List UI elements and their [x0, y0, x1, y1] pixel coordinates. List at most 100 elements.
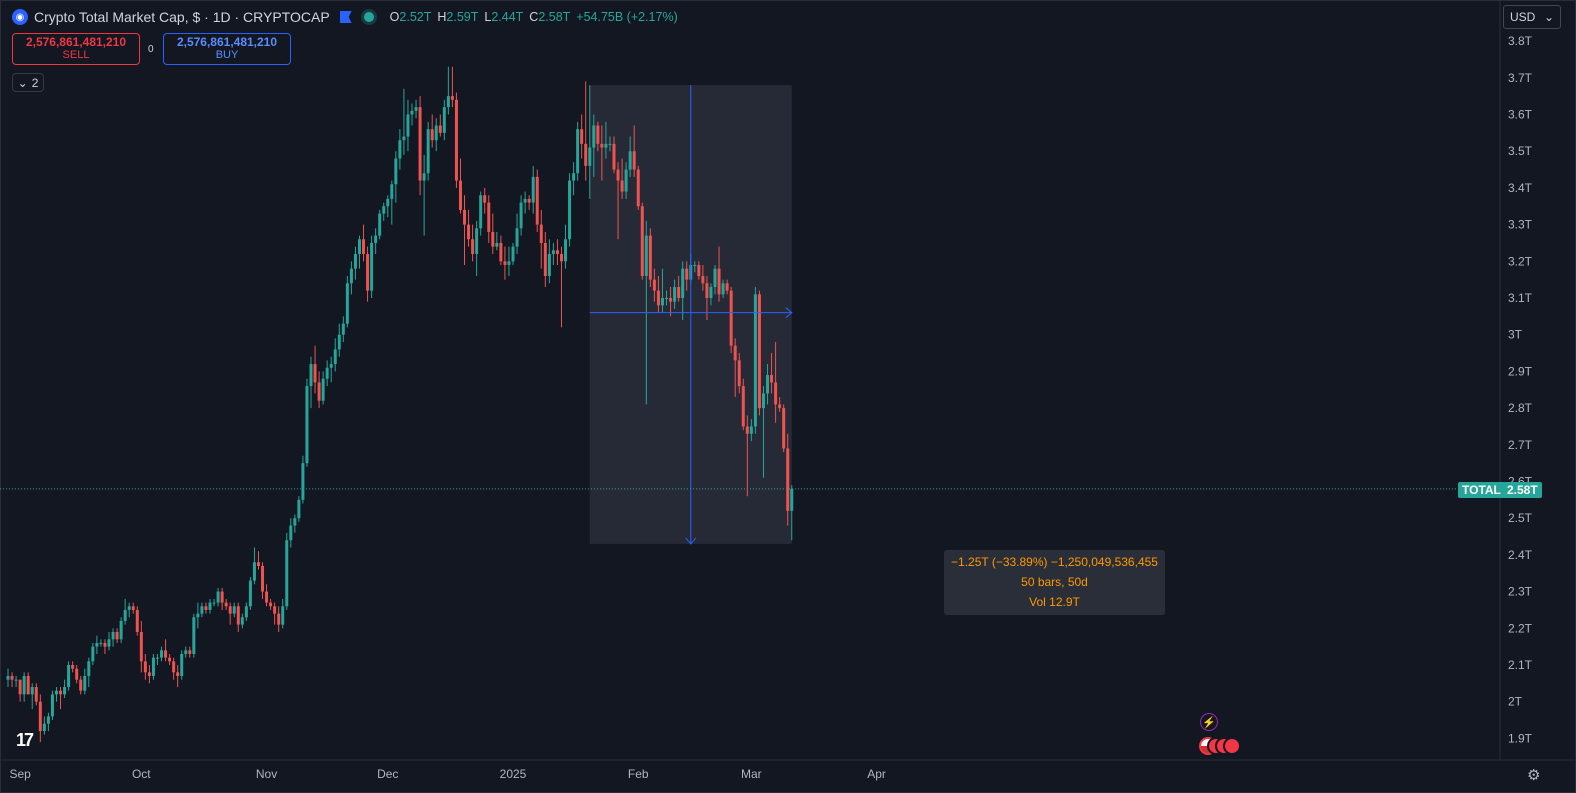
candle-body: [434, 125, 438, 141]
candle-body: [220, 591, 224, 603]
candle-body: [139, 631, 143, 662]
high-value: 2.59T: [446, 10, 479, 24]
candle-body: [26, 676, 30, 695]
price-tick-label: 2.8T: [1508, 401, 1533, 415]
candle-body: [111, 631, 115, 640]
symbol-title[interactable]: Crypto Total Market Cap, $ · 1D · CRYPTO…: [34, 9, 330, 25]
candle-body: [6, 676, 10, 680]
currency-select[interactable]: USD ⌄: [1503, 5, 1561, 29]
price-tick-label: 2.7T: [1508, 438, 1533, 452]
candle-body: [374, 235, 378, 243]
price-tick-label: 3T: [1508, 328, 1523, 342]
candle-body: [733, 345, 737, 361]
candle-body: [285, 540, 289, 607]
candle-body: [151, 657, 155, 677]
candle-body: [709, 286, 713, 298]
price-tick-label: 2.5T: [1508, 511, 1533, 525]
candle-body: [107, 639, 111, 647]
candle-body: [261, 565, 265, 592]
candle-body: [551, 250, 555, 254]
candle-body: [531, 176, 535, 203]
candle-body: [782, 408, 786, 449]
candle-body: [281, 606, 285, 625]
candle-body: [341, 323, 345, 335]
candle-body: [10, 676, 14, 680]
candle-body: [608, 143, 612, 145]
candle-body: [761, 393, 765, 409]
candle-body: [406, 114, 410, 137]
candle-body: [50, 694, 54, 717]
candle-body: [382, 206, 386, 214]
price-tick-label: 3.4T: [1508, 181, 1533, 195]
candle-body: [240, 617, 244, 625]
candle-body: [766, 375, 770, 394]
change-value: +54.75B (+2.17%): [576, 10, 678, 24]
candle-body: [515, 228, 519, 247]
candle-body: [677, 286, 681, 298]
candle-body: [115, 631, 119, 640]
candle-body: [624, 169, 628, 192]
candle-body: [519, 202, 523, 229]
candle-body: [236, 606, 240, 625]
candle-body: [127, 606, 131, 610]
measure-right-arrow: [785, 307, 793, 319]
indicators-toggle-button[interactable]: ⌄ 2: [12, 73, 44, 92]
last-price-tag: 2.58T: [1503, 482, 1542, 498]
low-value: 2.44T: [491, 10, 524, 24]
chevron-down-icon: ⌄: [17, 75, 28, 90]
buy-price: 2,576,861,481,210: [176, 35, 278, 49]
flag-icon[interactable]: [339, 11, 352, 23]
candle-body: [394, 158, 398, 185]
candle-body: [337, 334, 341, 350]
economic-events-icon[interactable]: [1199, 737, 1241, 755]
price-tick-label: 2.3T: [1508, 585, 1533, 599]
candle-body: [244, 606, 248, 618]
symbol-price-tag: TOTAL: [1458, 482, 1505, 498]
candle-body: [467, 224, 471, 240]
candle-body: [228, 606, 232, 614]
candle-body: [446, 96, 450, 108]
buy-button[interactable]: 2,576,861,481,210 BUY: [163, 33, 291, 65]
candle-body: [499, 242, 503, 262]
time-tick-label: Sep: [9, 767, 31, 781]
gear-icon[interactable]: ⚙: [1527, 767, 1541, 784]
candle-body: [430, 129, 434, 141]
candle-body: [164, 650, 168, 658]
candle-body: [652, 279, 656, 291]
candle-body: [564, 239, 568, 262]
candle-body: [83, 676, 87, 691]
sell-button[interactable]: 2,576,861,481,210 SELL: [12, 33, 140, 65]
candle-body: [398, 140, 402, 159]
candle-body: [265, 591, 269, 603]
candle-body: [681, 268, 685, 298]
candle-body: [483, 195, 487, 203]
cryptocap-icon: ◉: [12, 9, 28, 25]
candle-body: [293, 518, 297, 526]
candle-body: [717, 268, 721, 295]
candle-body: [640, 206, 644, 276]
lightning-icon[interactable]: ⚡: [1200, 713, 1218, 731]
sell-price: 2,576,861,481,210: [25, 35, 127, 49]
candle-body: [737, 360, 741, 387]
candle-body: [329, 364, 333, 368]
candle-body: [487, 202, 491, 232]
candle-body: [559, 253, 563, 262]
candle-body: [325, 367, 329, 379]
price-tick-label: 3.8T: [1508, 34, 1533, 48]
candle-body: [63, 687, 67, 695]
time-tick-label: Apr: [867, 767, 886, 781]
measure-change: −1.25T (−33.89%) −1,250,049,536,455: [951, 555, 1158, 569]
time-tick-label: Feb: [628, 767, 649, 781]
time-tick-label: 2025: [500, 767, 527, 781]
candle-body: [59, 690, 63, 695]
tradingview-logo[interactable]: 17: [16, 730, 34, 750]
candle-body: [454, 99, 458, 181]
candle-body: [232, 606, 236, 614]
candle-body: [42, 723, 46, 732]
candle-body: [313, 364, 317, 383]
open-label: O: [389, 10, 400, 24]
open-value: 2.52T: [399, 10, 432, 24]
chevron-down-icon: ⌄: [1543, 10, 1554, 24]
candle-body: [568, 180, 572, 240]
